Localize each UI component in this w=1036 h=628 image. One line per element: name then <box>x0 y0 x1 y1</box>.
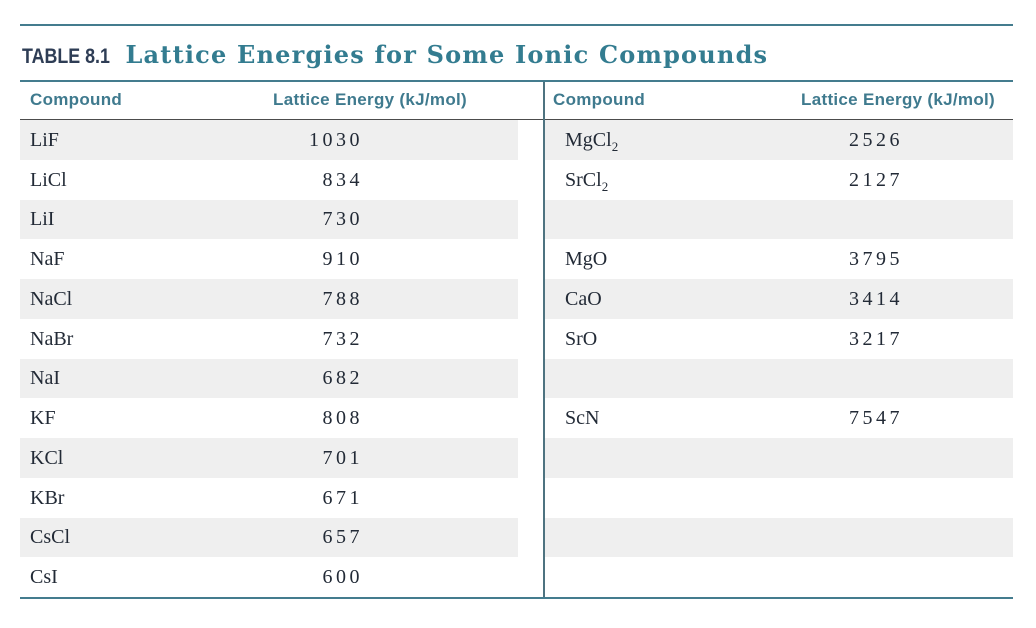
table-row: NaI 682 <box>20 358 518 399</box>
table-row: CaO 3414 <box>545 279 1013 319</box>
compound-cell: MgCl2 <box>565 128 619 154</box>
column-header-compound-left: Compound <box>30 90 123 109</box>
energy-cell: 730 <box>322 208 363 231</box>
table-row <box>545 478 1013 518</box>
table-row: KBr 671 <box>20 478 518 518</box>
compound-cell: SrO <box>565 327 598 350</box>
energy-cell: 657 <box>322 526 363 549</box>
bottom-rule <box>20 597 1013 599</box>
table-row: SrCl2 2127 <box>545 160 1013 200</box>
table-left-half: LiF 1030 LiCl 834 LiI 730 NaF 910 NaCl 788 NaBr 732… <box>20 120 518 597</box>
table-row <box>545 199 1013 240</box>
table-row: MgO 3795 <box>545 239 1013 279</box>
energy-cell: 3414 <box>849 287 903 310</box>
compound-cell: NaI <box>30 367 60 390</box>
table-row <box>545 557 1013 597</box>
energy-cell: 834 <box>322 168 363 191</box>
table-row: NaBr 732 <box>20 319 518 359</box>
compound-cell: KF <box>30 407 56 430</box>
compound-cell: CsCl <box>30 526 71 549</box>
column-header-energy-left: Lattice Energy (kJ/mol) <box>273 90 467 109</box>
energy-cell: 2127 <box>849 168 903 191</box>
energy-cell: 3217 <box>849 327 903 350</box>
compound-cell: ScN <box>565 407 600 430</box>
energy-cell: 701 <box>322 446 363 469</box>
energy-cell: 732 <box>322 327 363 350</box>
energy-cell: 910 <box>322 248 363 271</box>
table-row: KCl 701 <box>20 438 518 478</box>
table-row: LiCl 834 <box>20 160 518 200</box>
energy-cell: 808 <box>322 407 363 430</box>
table-row: ScN 7547 <box>545 398 1013 438</box>
header-underline <box>20 119 1013 120</box>
energy-cell: 788 <box>322 287 363 310</box>
compound-cell: LiF <box>30 128 59 151</box>
compound-cell: LiCl <box>30 168 67 191</box>
compound-cell: NaF <box>30 248 65 271</box>
compound-cell: NaBr <box>30 327 74 350</box>
table-row <box>545 517 1013 558</box>
table-title-row: TABLE 8.1 Lattice Energies for Some Ioni… <box>22 40 768 69</box>
compound-cell: LiI <box>30 208 55 231</box>
column-header-compound-right: Compound <box>553 90 646 109</box>
compound-cell: NaCl <box>30 287 73 310</box>
title-separator-rule <box>20 80 1013 82</box>
compound-cell: KBr <box>30 486 65 509</box>
compound-cell: MgO <box>565 248 608 271</box>
table-title-text: Lattice Energies for Some Ionic Compound… <box>125 40 769 69</box>
energy-cell: 600 <box>322 566 363 589</box>
energy-cell: 3795 <box>849 248 903 271</box>
table-row: CsI 600 <box>20 557 518 597</box>
energy-cell: 1030 <box>309 128 363 151</box>
table-right-half: MgCl2 2526 SrCl2 2127 MgO 3795 CaO 3414 SrO 3217 S… <box>545 120 1013 597</box>
compound-cell: CaO <box>565 287 602 310</box>
column-header-energy-right: Lattice Energy (kJ/mol) <box>801 90 995 109</box>
compound-cell: CsI <box>30 566 58 589</box>
energy-cell: 682 <box>322 367 363 390</box>
table-row: CsCl 657 <box>20 517 518 558</box>
vertical-divider <box>543 82 545 599</box>
table-row: NaF 910 <box>20 239 518 279</box>
top-rule <box>20 24 1013 26</box>
energy-cell: 671 <box>322 486 363 509</box>
table-row: NaCl 788 <box>20 279 518 319</box>
table-row <box>545 358 1013 399</box>
energy-cell: 2526 <box>849 128 903 151</box>
formula-subscript: 2 <box>611 138 619 154</box>
compound-cell: KCl <box>30 446 64 469</box>
table-row: SrO 3217 <box>545 319 1013 359</box>
formula-subscript: 2 <box>601 178 609 194</box>
table-row: KF 808 <box>20 398 518 438</box>
compound-cell: SrCl2 <box>565 168 609 194</box>
table-number-label: TABLE 8.1 <box>22 45 110 68</box>
table-row: LiF 1030 <box>20 120 518 160</box>
table-row <box>545 438 1013 478</box>
energy-cell: 7547 <box>849 407 903 430</box>
table-row: LiI 730 <box>20 199 518 240</box>
table-row: MgCl2 2526 <box>545 120 1013 160</box>
